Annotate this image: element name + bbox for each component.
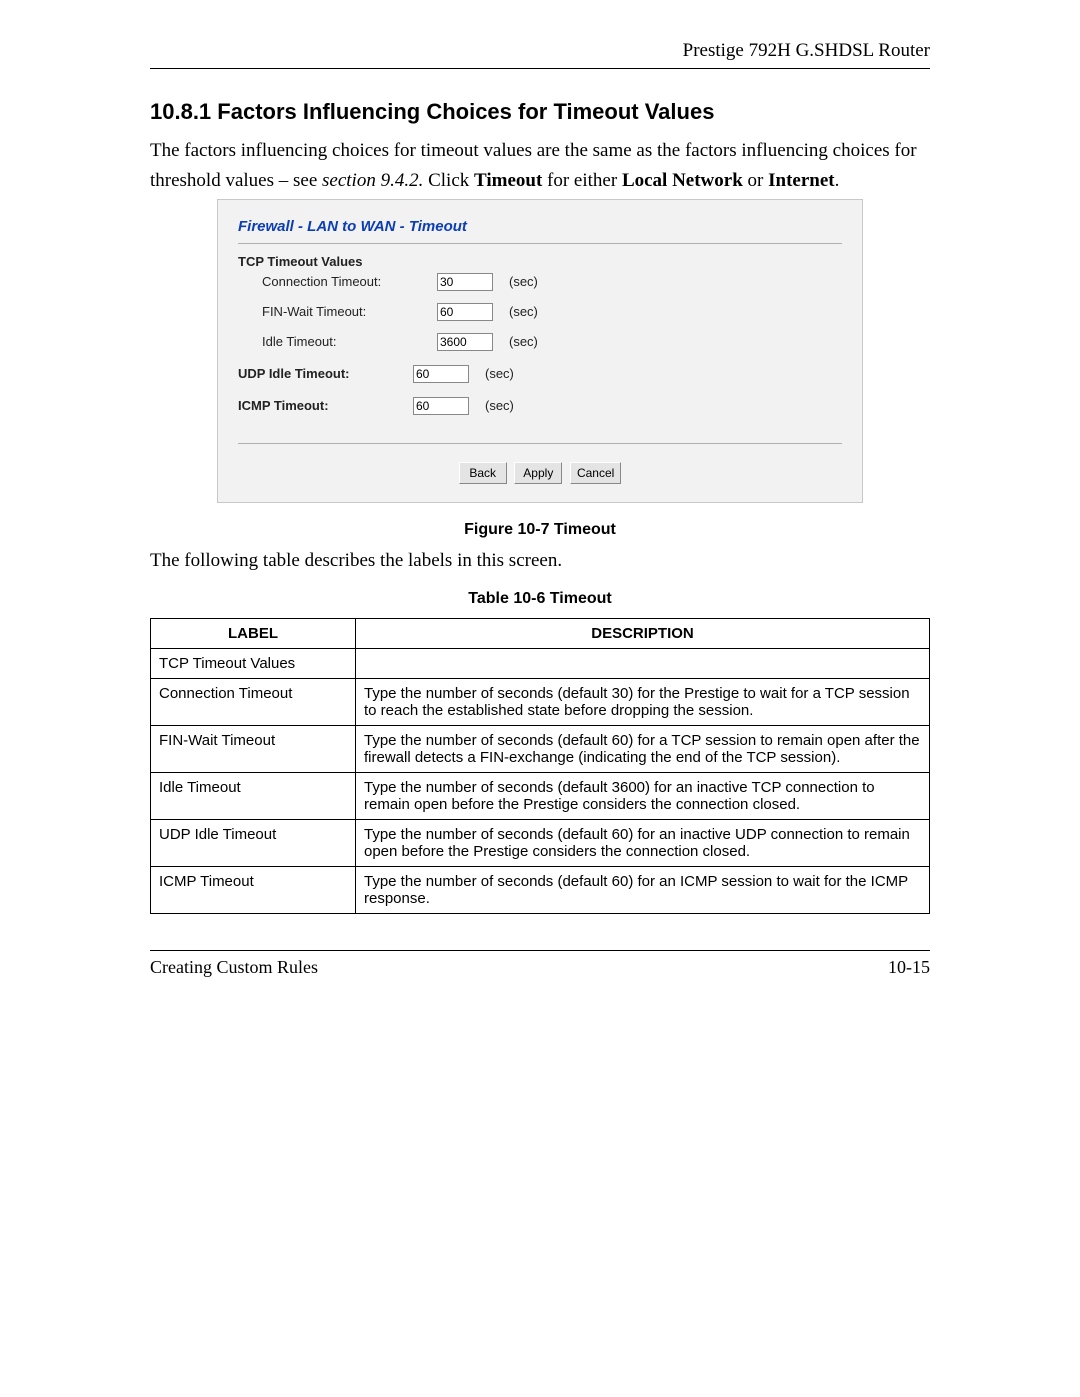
unit-sec: (sec) [509, 334, 538, 349]
form-area: TCP Timeout Values Connection Timeout: (… [238, 254, 842, 484]
intro-text: . [835, 170, 840, 191]
intro-line-1: The factors influencing choices for time… [150, 139, 930, 163]
table-row: Idle Timeout Type the number of seconds … [151, 773, 930, 820]
timeout-description-table: LABEL DESCRIPTION TCP Timeout Values Con… [150, 618, 930, 914]
connection-timeout-input[interactable] [437, 273, 493, 291]
row-desc: Type the number of seconds (default 60) … [356, 867, 930, 914]
unit-sec: (sec) [509, 304, 538, 319]
cancel-button[interactable]: Cancel [570, 462, 621, 484]
back-button[interactable]: Back [459, 462, 507, 484]
tcp-group-label: TCP Timeout Values [238, 254, 842, 269]
footer-left: Creating Custom Rules [150, 957, 318, 978]
table-body: TCP Timeout Values Connection Timeout Ty… [151, 649, 930, 914]
row-desc [356, 649, 930, 679]
section-title: Factors Influencing Choices for Timeout … [217, 99, 714, 124]
intro-line-2: threshold values – see section 9.4.2. Cl… [150, 169, 930, 193]
connection-timeout-label: Connection Timeout: [238, 274, 437, 289]
row-label: FIN-Wait Timeout [151, 726, 356, 773]
table-row: FIN-Wait Timeout Type the number of seco… [151, 726, 930, 773]
icmp-timeout-input[interactable] [413, 397, 469, 415]
panel-divider [238, 443, 842, 444]
udp-idle-timeout-label: UDP Idle Timeout: [238, 366, 413, 381]
table-row: ICMP Timeout Type the number of seconds … [151, 867, 930, 914]
table-row: Connection Timeout Type the number of se… [151, 679, 930, 726]
button-row: Back Apply Cancel [238, 462, 842, 484]
udp-idle-timeout-row: UDP Idle Timeout: (sec) [238, 365, 842, 383]
finwait-timeout-input[interactable] [437, 303, 493, 321]
col-label: LABEL [151, 619, 356, 649]
row-desc: Type the number of seconds (default 3600… [356, 773, 930, 820]
intro-text: or [743, 170, 768, 191]
row-label: TCP Timeout Values [151, 649, 356, 679]
panel-title: Firewall - LAN to WAN - Timeout [238, 218, 842, 235]
row-label: UDP Idle Timeout [151, 820, 356, 867]
apply-button[interactable]: Apply [514, 462, 562, 484]
figure-caption: Figure 10-7 Timeout [150, 521, 930, 539]
table-row: UDP Idle Timeout Type the number of seco… [151, 820, 930, 867]
table-caption: Table 10-6 Timeout [150, 590, 930, 608]
page-footer: Creating Custom Rules 10-15 [150, 950, 930, 978]
intro-text: threshold values – see [150, 170, 322, 191]
row-label: Connection Timeout [151, 679, 356, 726]
page: Prestige 792H G.SHDSL Router 10.8.1 Fact… [0, 0, 1080, 1397]
udp-idle-timeout-input[interactable] [413, 365, 469, 383]
icmp-timeout-row: ICMP Timeout: (sec) [238, 397, 842, 415]
page-header: Prestige 792H G.SHDSL Router [150, 40, 930, 69]
table-row: TCP Timeout Values [151, 649, 930, 679]
row-desc: Type the number of seconds (default 30) … [356, 679, 930, 726]
finwait-timeout-label: FIN-Wait Timeout: [238, 304, 437, 319]
internet-keyword: Internet [768, 170, 834, 191]
local-network-keyword: Local Network [622, 170, 743, 191]
after-figure-text: The following table describes the labels… [150, 549, 930, 573]
section-heading: 10.8.1 Factors Influencing Choices for T… [150, 99, 930, 125]
finwait-timeout-row: FIN-Wait Timeout: (sec) [238, 303, 842, 321]
section-number: 10.8.1 [150, 99, 211, 124]
row-desc: Type the number of seconds (default 60) … [356, 820, 930, 867]
idle-timeout-input[interactable] [437, 333, 493, 351]
product-name: Prestige 792H G.SHDSL Router [683, 40, 930, 61]
idle-timeout-label: Idle Timeout: [238, 334, 437, 349]
table-header-row: LABEL DESCRIPTION [151, 619, 930, 649]
col-description: DESCRIPTION [356, 619, 930, 649]
unit-sec: (sec) [485, 366, 514, 381]
section-ref: section 9.4.2. [322, 170, 423, 191]
intro-text: for either [542, 170, 622, 191]
connection-timeout-row: Connection Timeout: (sec) [238, 273, 842, 291]
row-label: Idle Timeout [151, 773, 356, 820]
row-desc: Type the number of seconds (default 60) … [356, 726, 930, 773]
footer-right: 10-15 [888, 957, 930, 978]
idle-timeout-row: Idle Timeout: (sec) [238, 333, 842, 351]
unit-sec: (sec) [509, 274, 538, 289]
firewall-timeout-screenshot: Firewall - LAN to WAN - Timeout TCP Time… [217, 199, 863, 503]
row-label: ICMP Timeout [151, 867, 356, 914]
icmp-timeout-label: ICMP Timeout: [238, 398, 413, 413]
intro-text: Click [423, 170, 474, 191]
panel-divider [238, 243, 842, 244]
unit-sec: (sec) [485, 398, 514, 413]
timeout-keyword: Timeout [474, 170, 542, 191]
